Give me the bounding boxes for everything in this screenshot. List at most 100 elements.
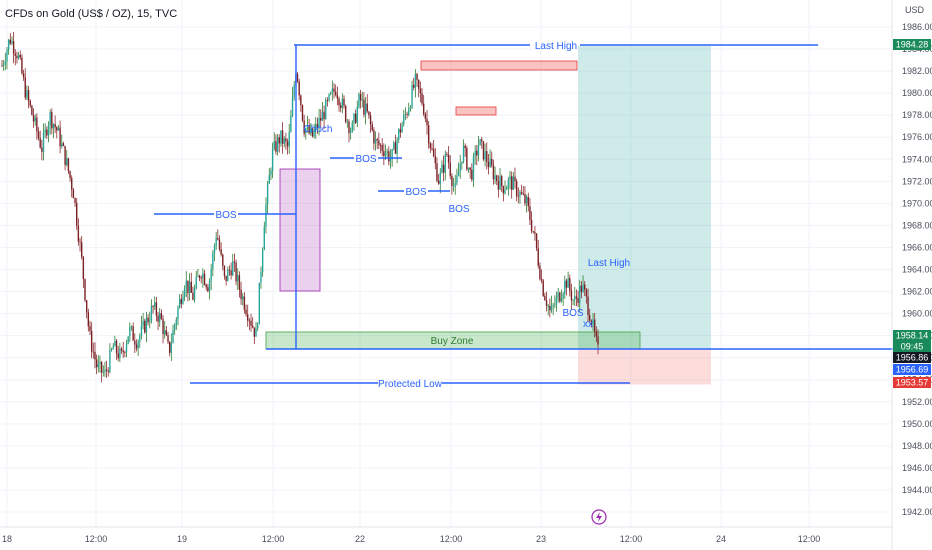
candle-body [42, 132, 45, 152]
price-label-box-countdown[interactable] [893, 341, 931, 352]
candle-body [555, 297, 558, 305]
candle-body [135, 344, 138, 349]
candle-body [464, 145, 466, 148]
price-label-box-target[interactable] [893, 39, 931, 50]
candle-body [256, 324, 259, 329]
candle-body [505, 187, 508, 190]
candle-body [590, 320, 593, 325]
event-marker[interactable] [591, 509, 607, 525]
candle-body [144, 320, 146, 333]
candle-body [552, 305, 554, 306]
price-tick-label: 1978.00 [902, 110, 932, 120]
candle-body [348, 121, 350, 134]
candle-body [507, 179, 510, 188]
candle-body [431, 148, 433, 150]
price-axis[interactable]: 1942.00 1944.00 1946.00 1948.00 1950.00 1952.… [893, 22, 932, 517]
candle-body [52, 124, 55, 129]
candle-body [582, 284, 584, 292]
candle-body [275, 141, 277, 152]
grid [0, 0, 892, 527]
candle-body [469, 167, 471, 170]
candle-body [291, 96, 294, 116]
candle-body [59, 127, 61, 147]
candle-body [326, 99, 329, 101]
candle-body [170, 342, 173, 353]
candle-body [368, 111, 370, 116]
candle-body [565, 280, 568, 288]
candle-body [442, 164, 445, 173]
candle-body [313, 130, 315, 137]
fvg-box [279, 168, 321, 292]
candle-body [404, 114, 407, 115]
price-label-box-last[interactable] [893, 330, 931, 341]
candle-body [504, 189, 506, 194]
candle-body [457, 172, 460, 177]
candle-body [394, 142, 397, 154]
candle-body [486, 151, 488, 162]
candle-body [545, 300, 548, 306]
candle-body [429, 143, 432, 149]
candle-body [152, 306, 154, 308]
candle-body [134, 340, 136, 345]
candle-body [449, 162, 451, 176]
candle-body [90, 330, 93, 352]
supply-box-upper [420, 60, 578, 71]
price-label-box-stop[interactable] [893, 377, 931, 388]
candle-body [69, 171, 71, 179]
candle-body [195, 276, 197, 289]
price-tick-label: 1980.00 [902, 88, 932, 98]
candle-body [331, 88, 334, 93]
candle-body [354, 113, 357, 123]
candle-body [157, 315, 159, 322]
candle-body [11, 41, 13, 44]
candle-body [419, 88, 422, 94]
price-label-last: 1958.14 [896, 331, 929, 341]
candle-body [159, 313, 161, 322]
candle-body [459, 163, 461, 173]
candle-body [205, 284, 207, 288]
candles [1, 31, 599, 383]
candle-body [588, 315, 591, 321]
candle-body [87, 312, 90, 327]
candle-body [579, 285, 581, 303]
candle-body [595, 331, 598, 337]
candle-body [481, 139, 483, 142]
candle-body [318, 117, 320, 129]
price-label-box-entry[interactable] [893, 352, 931, 363]
candle-body [391, 149, 393, 159]
candle-body [7, 39, 10, 50]
price-tick-label: 1950.00 [902, 419, 932, 429]
candle-body [487, 161, 490, 167]
symbol-title[interactable]: CFDs on Gold (US$ / OZ), 15, TVC [5, 8, 177, 20]
candle-body [562, 293, 564, 299]
candle-body [240, 289, 242, 300]
price-label-box-current[interactable] [893, 364, 931, 375]
bos-label-2: BOS [355, 154, 376, 165]
candle-body [305, 128, 307, 134]
candle-body [560, 298, 563, 302]
candle-body [439, 172, 441, 184]
candle-body [233, 261, 236, 263]
candle-body [278, 137, 280, 144]
candle-body [270, 170, 272, 175]
candle-body [242, 296, 244, 300]
candle-body [325, 99, 327, 120]
candle-body [114, 340, 116, 347]
time-axis[interactable]: 18 12:00 19 12:00 22 12:00 23 12:00 24 12:00 [2, 534, 820, 544]
candle-body [276, 137, 279, 152]
candle-body [271, 148, 274, 171]
zones [265, 45, 711, 385]
candle-body [399, 129, 402, 133]
candle-body [384, 152, 387, 156]
price-tick-label: 1952.00 [902, 397, 932, 407]
candle-body [197, 275, 199, 277]
candle-body [434, 156, 437, 164]
candle-body [109, 349, 111, 372]
candle-body [529, 206, 531, 221]
stop-zone [578, 348, 711, 385]
candle-body [381, 145, 383, 152]
candle-body [492, 165, 495, 180]
candle-body [353, 113, 355, 123]
candle-body [403, 114, 405, 125]
